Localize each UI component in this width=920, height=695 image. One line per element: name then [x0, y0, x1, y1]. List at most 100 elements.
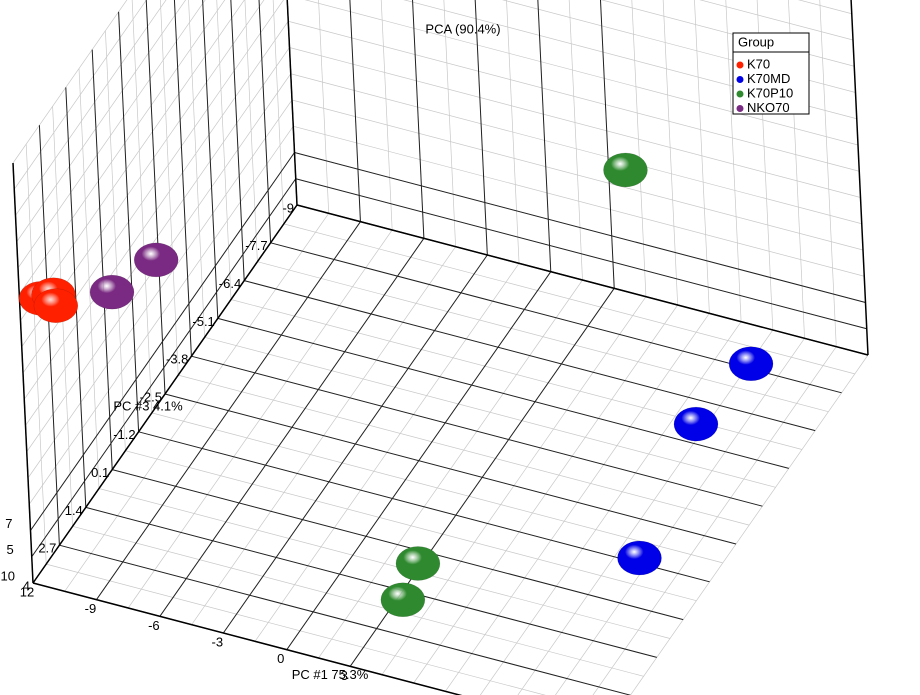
wall-grid-minor [819, 0, 837, 347]
y-tick-label: -5.1 [192, 314, 214, 329]
data-point [728, 346, 774, 381]
data-point [33, 288, 79, 323]
wall-grid-minor [288, 20, 860, 172]
y-tick-label: -2.5 [140, 389, 162, 404]
z-wall-grid-line [31, 178, 297, 558]
y-tick-label: -1.2 [113, 427, 135, 442]
z-grid-line [294, 152, 866, 303]
floor-grid-minor [555, 338, 805, 695]
chart-title: PCA (90.4%) [425, 21, 500, 36]
y-wall-grid-line [118, 11, 140, 432]
z-tick-label: 7 [5, 516, 12, 531]
data-point [603, 152, 648, 188]
axis-edge [32, 204, 298, 584]
floor-grid-minor [204, 336, 776, 488]
wall-grid-minor [380, 0, 393, 231]
wall-grid-minor [506, 0, 520, 264]
y-axis-label: PC #3 4.1% [113, 398, 183, 413]
data-point [673, 406, 719, 442]
legend-label: NKO70 [747, 100, 790, 115]
legend-marker [736, 90, 744, 98]
floor-grid-minor [125, 450, 697, 602]
wall-grid-minor [699, 0, 854, 41]
data-point [89, 274, 135, 310]
wall-grid-minor [216, 0, 232, 300]
wall-grid-minor [290, 73, 862, 225]
axis-edge [850, 0, 869, 356]
wall-grid-minor [600, 0, 615, 289]
y-tick-label: -3.8 [166, 352, 188, 367]
z-wall-grid-line [30, 152, 295, 531]
wall-grid-minor [272, 0, 285, 224]
wall-grid-minor [286, 0, 298, 206]
y-tick-label: 1.4 [65, 503, 83, 518]
y-grid-line [244, 280, 816, 432]
data-point [380, 582, 426, 618]
data-point [395, 546, 441, 581]
axes: 12 -9 -6 -3 0 3 -9 -7.7 -6.4 -5.1 -3.8 -2.5 -1.2 0.1 1… [1, 0, 869, 695]
floor-grid-minor [178, 374, 750, 526]
legend-box [732, 32, 810, 115]
legend-title: Group [738, 34, 774, 49]
z-tick-label: 5 [7, 542, 14, 557]
data-point [133, 242, 179, 278]
y-wall-grid-line [286, 0, 298, 206]
y-wall-grid-line [202, 0, 219, 319]
floor-grid-minor [630, 354, 869, 695]
floor-grid-minor [257, 261, 829, 413]
legend-marker [736, 76, 744, 83]
legend-marker [736, 61, 744, 69]
y-grid-line [164, 393, 737, 545]
floor-grid-minor [46, 563, 546, 695]
y-tick-label: -6.4 [219, 276, 241, 291]
wall-grid-minor [293, 125, 865, 277]
y-tick-label: 2.7 [38, 541, 56, 556]
y-wall-grid-line [65, 87, 87, 508]
legend-label: K70MD [747, 71, 790, 86]
grid [12, 0, 869, 695]
y-grid-line [138, 431, 710, 583]
y-wall-grid-line [145, 0, 166, 395]
x-wall-grid-line [599, 0, 615, 289]
wall-grid-minor [631, 0, 647, 297]
floor-grid-minor [98, 488, 671, 639]
x-tick-label: -3 [212, 634, 224, 649]
y-tick-label: 0.1 [91, 465, 109, 480]
y-wall-grid-line [173, 0, 192, 357]
z-tick-label: 10 [1, 568, 15, 583]
wall-grid-minor [662, 0, 679, 306]
wall-grid-minor [244, 0, 258, 262]
floor-grid-minor [479, 321, 742, 695]
x-wall-grid-line [474, 0, 488, 256]
marks [18, 152, 774, 618]
wall-grid-minor [349, 0, 361, 222]
wall-grid-minor [798, 0, 852, 15]
y-wall-grid-line [258, 0, 272, 243]
x-tick-label: 3 [341, 668, 348, 683]
y-grid-line [59, 544, 631, 695]
wall-grid-minor [202, 0, 219, 319]
axis-edge [296, 204, 869, 356]
y-wall-grid-line [38, 125, 60, 546]
x-tick-label: 12 [20, 584, 34, 599]
y-tick-label: -7.7 [245, 238, 267, 253]
x-wall-grid-line [349, 0, 361, 222]
y-grid-line [217, 317, 789, 469]
wall-grid-minor [289, 47, 861, 198]
floor-grid-minor [72, 525, 644, 677]
x-wall-grid-line [537, 0, 552, 272]
x-axis-label: PC #1 75.3% [292, 667, 369, 682]
axis-edge [12, 162, 34, 584]
y-grid-line [85, 506, 657, 658]
wall-grid-minor [304, 0, 859, 146]
floor-grid-minor [151, 412, 723, 564]
x-tick-label: -9 [85, 601, 97, 616]
wall-grid-minor [286, 0, 298, 206]
legend-label: K70 [747, 56, 770, 71]
data-point [617, 540, 662, 576]
legend-label: K70P10 [747, 85, 793, 100]
y-grid-line [191, 355, 763, 507]
